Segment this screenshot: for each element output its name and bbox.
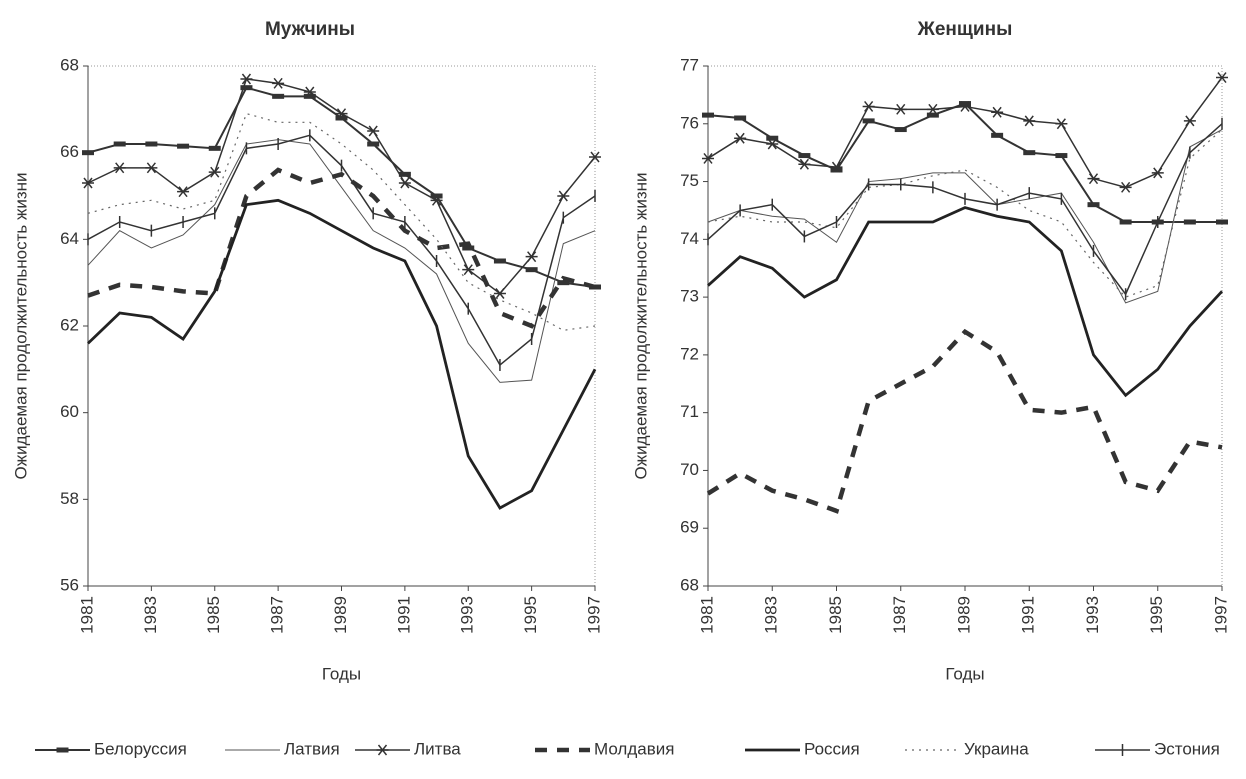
marker <box>208 166 221 178</box>
x-tick-label: 1995 <box>521 596 540 634</box>
x-tick-label: 1987 <box>268 596 287 634</box>
x-tick-label: 1991 <box>394 596 413 634</box>
marker <box>1023 115 1036 127</box>
y-tick-label: 72 <box>680 344 699 363</box>
y-axis-label: Ожидаемая продолжительность жизни <box>631 172 650 479</box>
y-tick-label: 77 <box>680 55 699 74</box>
marker <box>1216 72 1228 84</box>
legend-label: Латвия <box>284 739 340 758</box>
marker <box>113 162 126 174</box>
marker <box>991 106 1004 118</box>
legend-label: Литва <box>414 739 461 758</box>
series-line <box>87 167 596 329</box>
x-tick-label: 1985 <box>826 596 845 634</box>
marker <box>272 77 285 89</box>
x-tick-label: 1993 <box>1083 596 1102 634</box>
marker <box>926 103 939 115</box>
series-line <box>707 206 1224 398</box>
marker <box>145 162 158 174</box>
marker <box>462 264 475 276</box>
marker <box>430 194 443 206</box>
marker <box>1151 167 1164 179</box>
x-tick-label: 1989 <box>954 596 973 634</box>
marker <box>1087 173 1100 185</box>
x-tick-label: 1995 <box>1147 596 1166 634</box>
y-tick-label: 75 <box>680 171 699 190</box>
series-line <box>87 139 596 383</box>
x-tick-label: 1993 <box>458 596 477 634</box>
plot-border <box>707 65 1223 587</box>
marker <box>557 190 570 202</box>
y-tick-label: 73 <box>680 287 699 306</box>
legend-label: Эстония <box>1154 739 1220 758</box>
y-tick-label: 64 <box>60 229 79 248</box>
x-tick-label: 1997 <box>584 596 603 634</box>
x-tick-label: 1987 <box>890 596 909 634</box>
x-axis-label: Годы <box>322 664 361 683</box>
marker <box>1119 181 1132 193</box>
marker <box>734 132 747 144</box>
legend-label: Украина <box>964 739 1029 758</box>
x-tick-label: 1997 <box>1211 596 1230 634</box>
x-tick-label: 1983 <box>141 596 160 634</box>
marker <box>1055 118 1068 130</box>
marker <box>798 158 811 170</box>
x-tick-label: 1989 <box>331 596 350 634</box>
marker <box>702 152 714 164</box>
x-tick-label: 1985 <box>204 596 223 634</box>
marker <box>398 177 411 189</box>
series-line <box>87 112 596 331</box>
marker <box>589 151 601 163</box>
y-tick-label: 68 <box>60 55 79 74</box>
y-tick-label: 68 <box>680 575 699 594</box>
legend-label: Россия <box>804 739 860 758</box>
series-line <box>706 328 1223 514</box>
marker <box>367 125 380 137</box>
y-tick-label: 66 <box>60 142 79 161</box>
marker <box>240 73 253 85</box>
y-tick-label: 74 <box>680 229 699 248</box>
legend-label: Молдавия <box>594 739 674 758</box>
y-tick-label: 70 <box>680 460 699 479</box>
marker <box>177 186 190 198</box>
marker <box>303 86 316 98</box>
marker <box>493 288 506 299</box>
series-line <box>707 129 1223 304</box>
legend-label: Белоруссия <box>94 739 187 758</box>
y-tick-label: 60 <box>60 402 79 421</box>
series-line <box>707 77 1223 189</box>
marker <box>82 177 94 189</box>
series-line <box>87 78 596 295</box>
y-tick-label: 69 <box>680 518 699 537</box>
x-tick-label: 1983 <box>762 596 781 634</box>
x-tick-label: 1991 <box>1019 596 1038 634</box>
marker <box>894 103 907 115</box>
chart-title: Мужчины <box>265 19 355 40</box>
y-tick-label: 76 <box>680 113 699 132</box>
y-tick-label: 56 <box>60 575 79 594</box>
x-tick-label: 1981 <box>697 596 716 634</box>
y-tick-label: 62 <box>60 315 79 334</box>
series-line <box>87 198 597 510</box>
marker <box>766 138 779 150</box>
marker <box>1183 115 1196 127</box>
x-axis-label: Годы <box>945 664 984 683</box>
x-tick-label: 1981 <box>77 596 96 634</box>
legend-marker <box>376 744 389 756</box>
y-tick-label: 58 <box>60 489 79 508</box>
marker <box>335 108 348 120</box>
chart-title: Женщины <box>917 19 1013 40</box>
marker <box>862 100 875 112</box>
marker <box>959 100 971 112</box>
series-line <box>707 129 1223 298</box>
y-axis-label: Ожидаемая продолжительность жизни <box>11 172 30 479</box>
y-tick-label: 71 <box>680 402 699 421</box>
marker <box>525 251 538 263</box>
marker <box>830 161 843 173</box>
